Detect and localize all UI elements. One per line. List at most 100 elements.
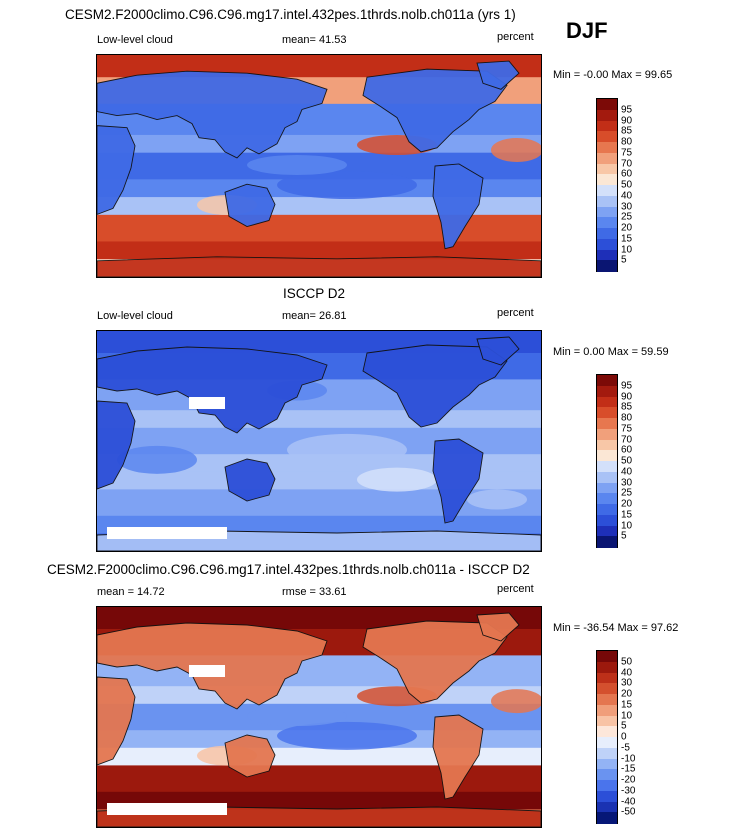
- colorbar-swatch: [597, 238, 617, 250]
- colorbar-swatch: [597, 661, 617, 673]
- continent-outline: [224, 458, 276, 502]
- colorbar-swatch: [597, 694, 617, 706]
- missing-data-patch: [107, 527, 227, 539]
- colorbar-tick-label: 70: [621, 158, 633, 169]
- colorbar-tick-label: -10: [621, 753, 636, 764]
- colorbar-swatch: [597, 228, 617, 240]
- colorbar-tick-label: 95: [621, 104, 633, 116]
- colorbar-tick-label: 40: [621, 190, 633, 202]
- colorbar-tick-label: -15: [621, 763, 636, 775]
- panel2-center-label: mean= 26.81: [282, 310, 347, 322]
- colorbar-swatch: [597, 385, 617, 397]
- continent-outline: [476, 336, 520, 366]
- colorbar-swatch: [597, 120, 617, 132]
- panel2-map-field: [97, 331, 541, 551]
- colorbar-tick-label: 25: [621, 487, 633, 499]
- field-band: [97, 410, 541, 429]
- colorbar-tick-label: 10: [621, 520, 633, 531]
- colorbar-tick-label: 80: [621, 412, 633, 424]
- field-band: [97, 765, 541, 793]
- colorbar-swatch: [597, 672, 617, 684]
- colorbar-tick-label: 0: [621, 731, 627, 743]
- panel3-units: percent: [497, 583, 534, 595]
- field-blob: [467, 489, 527, 510]
- colorbar-swatch: [597, 504, 617, 516]
- colorbar-tick-label: 30: [621, 677, 633, 689]
- colorbar-tick-label: 80: [621, 136, 633, 148]
- colorbar-tick-label: 50: [621, 656, 633, 668]
- field-blob: [247, 706, 347, 727]
- field-band: [97, 686, 541, 705]
- colorbar-tick-label: 15: [621, 699, 633, 711]
- colorbar-swatch: [597, 396, 617, 408]
- colorbar-swatch: [597, 704, 617, 716]
- panel1-title: CESM2.F2000climo.C96.C96.mg17.intel.432p…: [65, 7, 516, 22]
- colorbar-swatch: [597, 260, 617, 272]
- panel2-minmax: Min = 0.00 Max = 59.59: [553, 346, 669, 358]
- panel2-title: ISCCP D2: [283, 286, 346, 301]
- colorbar-swatch: [597, 651, 617, 663]
- colorbar-tick-label: 25: [621, 211, 633, 223]
- colorbar-tick-label: -5: [621, 742, 630, 754]
- continent-outline: [97, 346, 328, 434]
- colorbar-tick-label: 20: [621, 688, 633, 700]
- colorbar-swatch: [597, 375, 617, 387]
- colorbar-swatch: [597, 249, 617, 261]
- colorbar-tick-label: 20: [621, 498, 633, 510]
- colorbar-tick-label: 5: [621, 530, 627, 542]
- colorbar-swatch: [597, 418, 617, 430]
- panel1-left-label: Low-level cloud: [97, 34, 173, 46]
- colorbar-swatch: [597, 428, 617, 440]
- continent-outline: [224, 183, 276, 228]
- colorbar-swatch: [597, 461, 617, 473]
- panel1-units: percent: [497, 31, 534, 43]
- colorbar-tick-label: 85: [621, 125, 633, 137]
- field-blob: [491, 138, 541, 162]
- colorbar-tick-label: 75: [621, 147, 633, 159]
- panel2-units: percent: [497, 307, 534, 319]
- colorbar-tick-label: 85: [621, 401, 633, 413]
- colorbar-swatch: [597, 195, 617, 207]
- field-blob: [491, 689, 541, 714]
- colorbar-tick-label: -40: [621, 796, 636, 807]
- panel1-map: [96, 54, 542, 278]
- continent-outline: [97, 125, 136, 215]
- colorbar-tick-label: 40: [621, 667, 633, 678]
- colorbar-swatch: [597, 769, 617, 781]
- colorbar-swatch: [597, 99, 617, 111]
- colorbar-swatch: [597, 482, 617, 494]
- colorbar-tick-label: -50: [621, 806, 636, 818]
- field-blob: [277, 171, 417, 199]
- colorbar-tick-label: 20: [621, 222, 633, 234]
- panel3-map: [96, 606, 542, 828]
- field-band: [97, 134, 541, 154]
- field-blob: [357, 467, 437, 492]
- colorbar-swatch: [597, 726, 617, 738]
- continent-outline: [432, 163, 484, 250]
- continent-outline: [97, 256, 541, 277]
- field-blob: [277, 721, 417, 750]
- colorbar-swatch: [597, 747, 617, 759]
- continent-outline: [432, 438, 484, 524]
- colorbar-swatch: [597, 801, 617, 813]
- colorbar-tick-label: 40: [621, 466, 633, 478]
- colorbar-tick-label: 5: [621, 254, 627, 266]
- colorbar-swatch: [597, 109, 617, 121]
- panel1-colorbar: 95 90 85 80 75 70 60 50 40 30 25 20 15 10 5: [596, 98, 632, 272]
- field-blob: [117, 445, 197, 474]
- colorbar-swatch: [597, 439, 617, 451]
- continent-outline: [432, 714, 484, 800]
- panel3-title: CESM2.F2000climo.C96.C96.mg17.intel.432p…: [47, 562, 530, 577]
- field-blob: [287, 433, 407, 466]
- field-band: [97, 214, 541, 243]
- colorbar-tick-label: 10: [621, 244, 633, 255]
- colorbar-swatch: [597, 174, 617, 186]
- continent-outline: [97, 676, 136, 766]
- colorbar-tick-label: 95: [621, 380, 633, 392]
- colorbar-tick-label: -20: [621, 774, 636, 786]
- missing-data-patch: [189, 665, 225, 677]
- colorbar-tick-label: 30: [621, 201, 633, 212]
- panel3-colorbar: 50 40 30 20 15 10 5 0 -5 -10 -15 -20 -30 -40 -50: [596, 650, 635, 824]
- colorbar-tick-label: 60: [621, 168, 633, 180]
- colorbar-swatch: [597, 471, 617, 483]
